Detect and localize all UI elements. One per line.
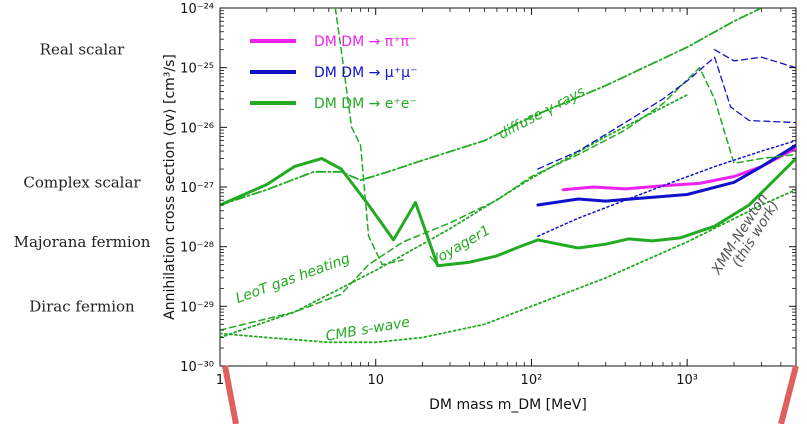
series-line-2 (220, 157, 796, 268)
y-tick-label: 10⁻²⁴ (180, 2, 214, 17)
side-label: Dirac fermion (29, 297, 135, 315)
annotation-label: diffuse γ-rays (496, 84, 588, 143)
series-line-3 (220, 8, 763, 206)
left-edge-marker (222, 365, 239, 424)
series-line-0 (561, 146, 796, 192)
legend-entry: DM DM → μ⁺μ⁻ (314, 65, 417, 81)
annotation-label: CMB s-wave (325, 314, 412, 345)
legend-entry: DM DM → π⁺π⁻ (314, 34, 416, 50)
series-group (220, 8, 796, 344)
y-axis-label: Annihilation cross section ⟨σv⟩ [cm³/s] (162, 54, 178, 320)
right-edge-marker (778, 365, 799, 424)
y-tick-label: 10⁻²⁸ (180, 241, 214, 256)
y-tick-label: 10⁻²⁶ (180, 121, 214, 136)
legend-entry: DM DM → e⁺e⁻ (314, 96, 417, 112)
annotation-label: LeoT gas heating (234, 251, 353, 307)
side-label: Majorana fermion (14, 233, 151, 251)
series-line-8 (537, 56, 796, 170)
series-line-9 (537, 139, 796, 237)
x-tick-label: 1 (216, 373, 224, 388)
decorative-pink-lines (222, 365, 799, 424)
y-tick-label: 10⁻³⁰ (180, 360, 214, 375)
series-line-1 (536, 143, 796, 207)
series-line-5 (334, 8, 404, 266)
side-label: Real scalar (40, 41, 125, 59)
y-tick-label: 10⁻²⁷ (180, 181, 214, 196)
x-tick-label: 10 (367, 373, 384, 388)
series-line-6 (220, 94, 689, 339)
y-tick-label: 10⁻²⁹ (180, 300, 214, 315)
particle-type-labels: Real scalar Complex scalar Majorana fermio… (14, 41, 151, 316)
side-label: Complex scalar (23, 173, 141, 191)
x-tick-label: 10³ (676, 373, 698, 388)
series-line-4 (220, 66, 796, 331)
y-tick-label: 10⁻²⁵ (180, 62, 214, 77)
x-axis-label: DM mass m_DM [MeV] (429, 397, 587, 413)
series-line-10 (713, 49, 796, 69)
axis-ticks: 1 10 10² 10³ 10⁻³⁰ 10⁻²⁹ 10⁻²⁸ 10⁻²⁷ 10⁻²⁶ 10⁻²⁵ 1… (180, 2, 797, 388)
x-tick-label: 10² (521, 373, 543, 388)
legend: DM DM → π⁺π⁻ DM DM → μ⁺μ⁻ DM DM → e⁺e⁻ (250, 34, 417, 112)
series-line-7 (220, 188, 796, 344)
